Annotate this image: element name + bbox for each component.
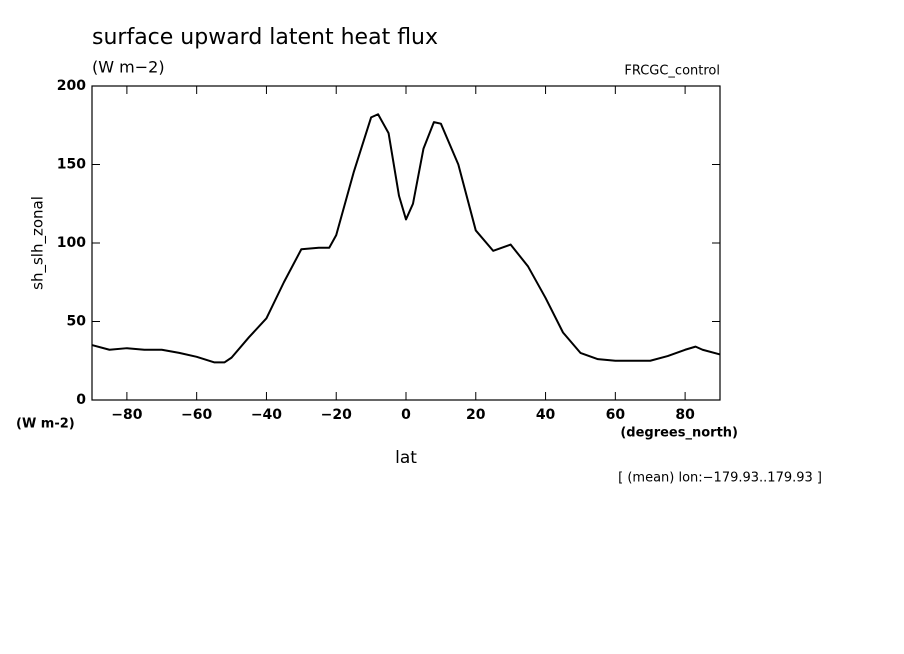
y-tick-label: 150 xyxy=(57,157,86,173)
x-tick-label: 40 xyxy=(536,407,556,423)
x-tick-label: −20 xyxy=(321,407,352,423)
x-tick-label: −80 xyxy=(111,407,142,423)
subtitle: (W m−2) xyxy=(92,58,165,77)
x-tick-label: −60 xyxy=(181,407,212,423)
y-tick-label: 0 xyxy=(76,392,86,408)
data-line xyxy=(91,113,721,364)
y-tick-label: 200 xyxy=(57,78,86,94)
y-units: (W m-2) xyxy=(16,417,75,432)
y-tick-label: 100 xyxy=(57,235,86,251)
x-axis-label: lat xyxy=(395,448,417,468)
x-tick-label: 0 xyxy=(401,407,411,423)
chart-title: surface upward latent heat flux xyxy=(92,25,438,50)
x-tick-label: 20 xyxy=(466,407,486,423)
x-tick-label: 60 xyxy=(606,407,626,423)
source-label: FRCGC_control xyxy=(624,64,720,79)
note: [ (mean) lon:−179.93..179.93 ] xyxy=(618,471,822,486)
x-units: (degrees_north) xyxy=(620,426,738,441)
y-tick-label: 50 xyxy=(67,314,87,330)
y-axis-label: sh_slh_zonal xyxy=(29,196,48,290)
x-tick-label: −40 xyxy=(251,407,282,423)
x-tick-label: 80 xyxy=(675,407,695,423)
